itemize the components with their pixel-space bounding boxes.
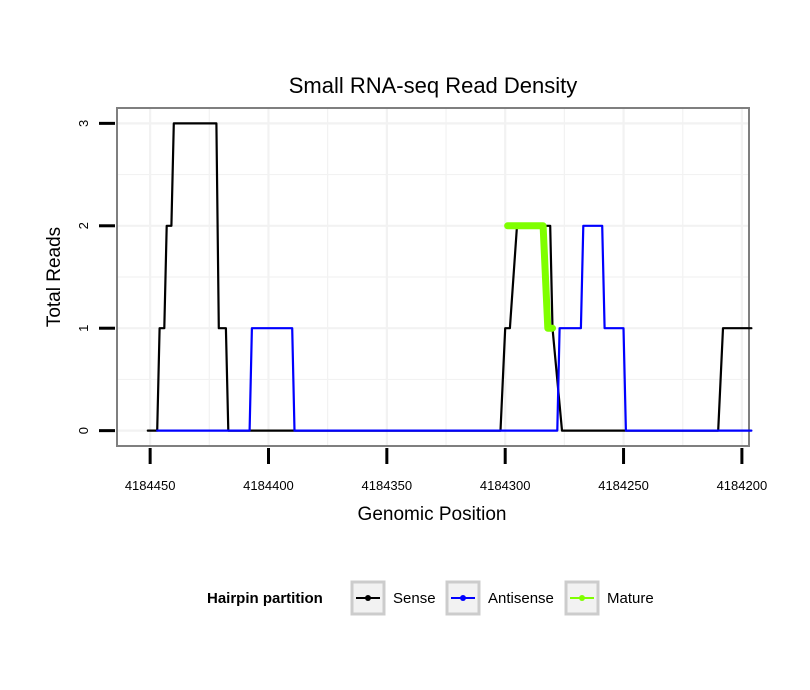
legend-label-antisense: Antisense — [488, 590, 554, 607]
x-tick-label: 4184200 — [717, 478, 768, 493]
legend: Hairpin partition Sense Antisense Mature — [207, 580, 654, 616]
x-tick-label: 4184250 — [598, 478, 649, 493]
legend-label-sense: Sense — [393, 590, 436, 607]
legend-title: Hairpin partition — [207, 590, 323, 607]
y-tick-label: 2 — [76, 222, 91, 229]
x-axis: 4184450 4184400 4184350 4184300 4184250 41842… — [125, 448, 767, 493]
chart-title: Small RNA-seq Read Density — [289, 73, 578, 98]
series-layer — [146, 122, 753, 432]
legend-key-mature-point — [579, 595, 585, 601]
grid — [117, 108, 749, 446]
x-tick-label: 4184400 — [243, 478, 294, 493]
y-tick-label: 0 — [76, 427, 91, 434]
y-axis: 0 1 2 3 — [76, 120, 115, 434]
x-tick-label: 4184350 — [362, 478, 413, 493]
x-tick-label: 4184300 — [480, 478, 531, 493]
legend-key-sense-point — [365, 595, 371, 601]
legend-key-antisense-point — [460, 595, 466, 601]
legend-label-mature: Mature — [607, 590, 654, 607]
y-axis-label: Total Reads — [44, 227, 65, 327]
series-line-antisense — [156, 224, 753, 432]
y-tick-label: 3 — [76, 120, 91, 127]
x-axis-label: Genomic Position — [358, 504, 507, 525]
series-line-mature — [504, 222, 556, 332]
plot-panel-border — [116, 107, 750, 447]
y-tick-label: 1 — [76, 325, 91, 332]
x-tick-label: 4184450 — [125, 478, 176, 493]
